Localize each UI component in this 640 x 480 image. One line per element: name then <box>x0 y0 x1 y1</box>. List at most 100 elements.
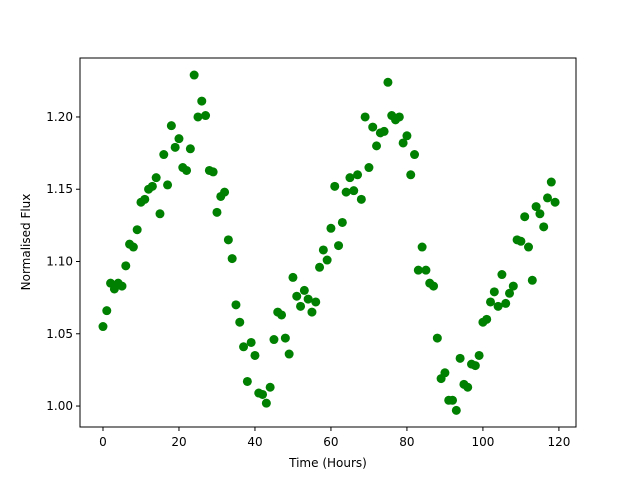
data-point <box>299 285 309 295</box>
data-point <box>413 265 423 275</box>
data-point <box>182 165 192 175</box>
data-point <box>288 272 298 282</box>
data-point <box>440 368 450 378</box>
data-point <box>543 193 553 203</box>
data-point <box>432 333 442 343</box>
data-point <box>170 142 180 152</box>
data-point <box>227 254 237 264</box>
data-point <box>474 350 484 360</box>
data-point <box>193 112 203 122</box>
data-point <box>269 335 279 345</box>
data-point <box>520 212 530 222</box>
data-point <box>546 177 556 187</box>
data-point <box>463 382 473 392</box>
data-point <box>311 297 321 307</box>
data-point <box>497 270 507 280</box>
data-point <box>383 77 393 87</box>
data-point <box>448 395 458 405</box>
data-point <box>163 180 173 190</box>
data-point <box>539 222 549 232</box>
data-point <box>318 245 328 255</box>
data-point <box>265 382 275 392</box>
data-point <box>368 122 378 132</box>
x-tick-label: 80 <box>399 435 414 449</box>
data-point <box>360 112 370 122</box>
data-point <box>364 163 374 173</box>
data-point <box>429 281 439 291</box>
y-tick-label: 1.15 <box>46 182 73 196</box>
data-point <box>159 150 169 160</box>
x-tick-label: 20 <box>171 435 186 449</box>
y-tick-label: 1.05 <box>46 327 73 341</box>
data-point <box>174 134 184 144</box>
data-point <box>128 242 138 252</box>
y-tick-label: 1.10 <box>46 255 73 269</box>
data-point <box>132 225 142 235</box>
data-point <box>197 96 207 106</box>
data-point <box>223 235 233 245</box>
data-point <box>337 217 347 227</box>
data-point <box>531 202 541 212</box>
data-point <box>280 333 290 343</box>
data-point <box>345 173 355 183</box>
y-axis-label: Normalised Flux <box>19 194 33 291</box>
data-point <box>470 361 480 371</box>
data-point <box>394 112 404 122</box>
data-point <box>201 111 211 121</box>
data-point <box>535 209 545 219</box>
data-point <box>284 349 294 359</box>
data-point <box>307 307 317 317</box>
data-point <box>406 170 416 180</box>
data-point <box>303 294 313 304</box>
data-point <box>121 261 131 271</box>
data-point <box>482 314 492 324</box>
data-point <box>455 353 465 363</box>
data-point <box>501 298 511 308</box>
data-point <box>379 126 389 136</box>
x-axis-label: Time (Hours) <box>288 456 367 470</box>
data-point <box>356 194 366 204</box>
data-point <box>334 241 344 251</box>
data-point <box>315 262 325 272</box>
data-point <box>242 376 252 386</box>
data-point <box>277 310 287 320</box>
data-point <box>239 342 249 352</box>
data-point <box>398 138 408 148</box>
data-point <box>326 223 336 233</box>
data-point <box>140 194 150 204</box>
data-point <box>524 242 534 252</box>
data-point <box>505 288 515 298</box>
data-point <box>155 209 165 219</box>
data-point <box>246 337 256 347</box>
data-point <box>349 186 359 196</box>
x-tick-label: 40 <box>247 435 262 449</box>
data-point <box>516 236 526 246</box>
data-point <box>296 301 306 311</box>
data-point <box>322 255 332 265</box>
data-point <box>151 173 161 183</box>
data-point <box>372 141 382 151</box>
data-point <box>341 187 351 197</box>
x-tick-label: 60 <box>323 435 338 449</box>
data-point <box>231 300 241 310</box>
data-point <box>117 281 127 291</box>
data-point <box>451 405 461 415</box>
data-point <box>292 291 302 301</box>
data-point <box>102 306 112 316</box>
data-point <box>508 281 518 291</box>
data-point <box>410 150 420 160</box>
data-point <box>258 389 268 399</box>
data-point <box>527 275 537 285</box>
data-point <box>208 167 218 177</box>
data-point <box>261 398 271 408</box>
data-point <box>212 207 222 217</box>
data-point <box>353 170 363 180</box>
data-point <box>402 131 412 141</box>
plot-frame <box>79 57 577 428</box>
data-point <box>189 70 199 80</box>
data-point <box>421 265 431 275</box>
data-point <box>235 317 245 327</box>
y-tick-label: 1.00 <box>46 399 73 413</box>
data-point <box>166 121 176 131</box>
